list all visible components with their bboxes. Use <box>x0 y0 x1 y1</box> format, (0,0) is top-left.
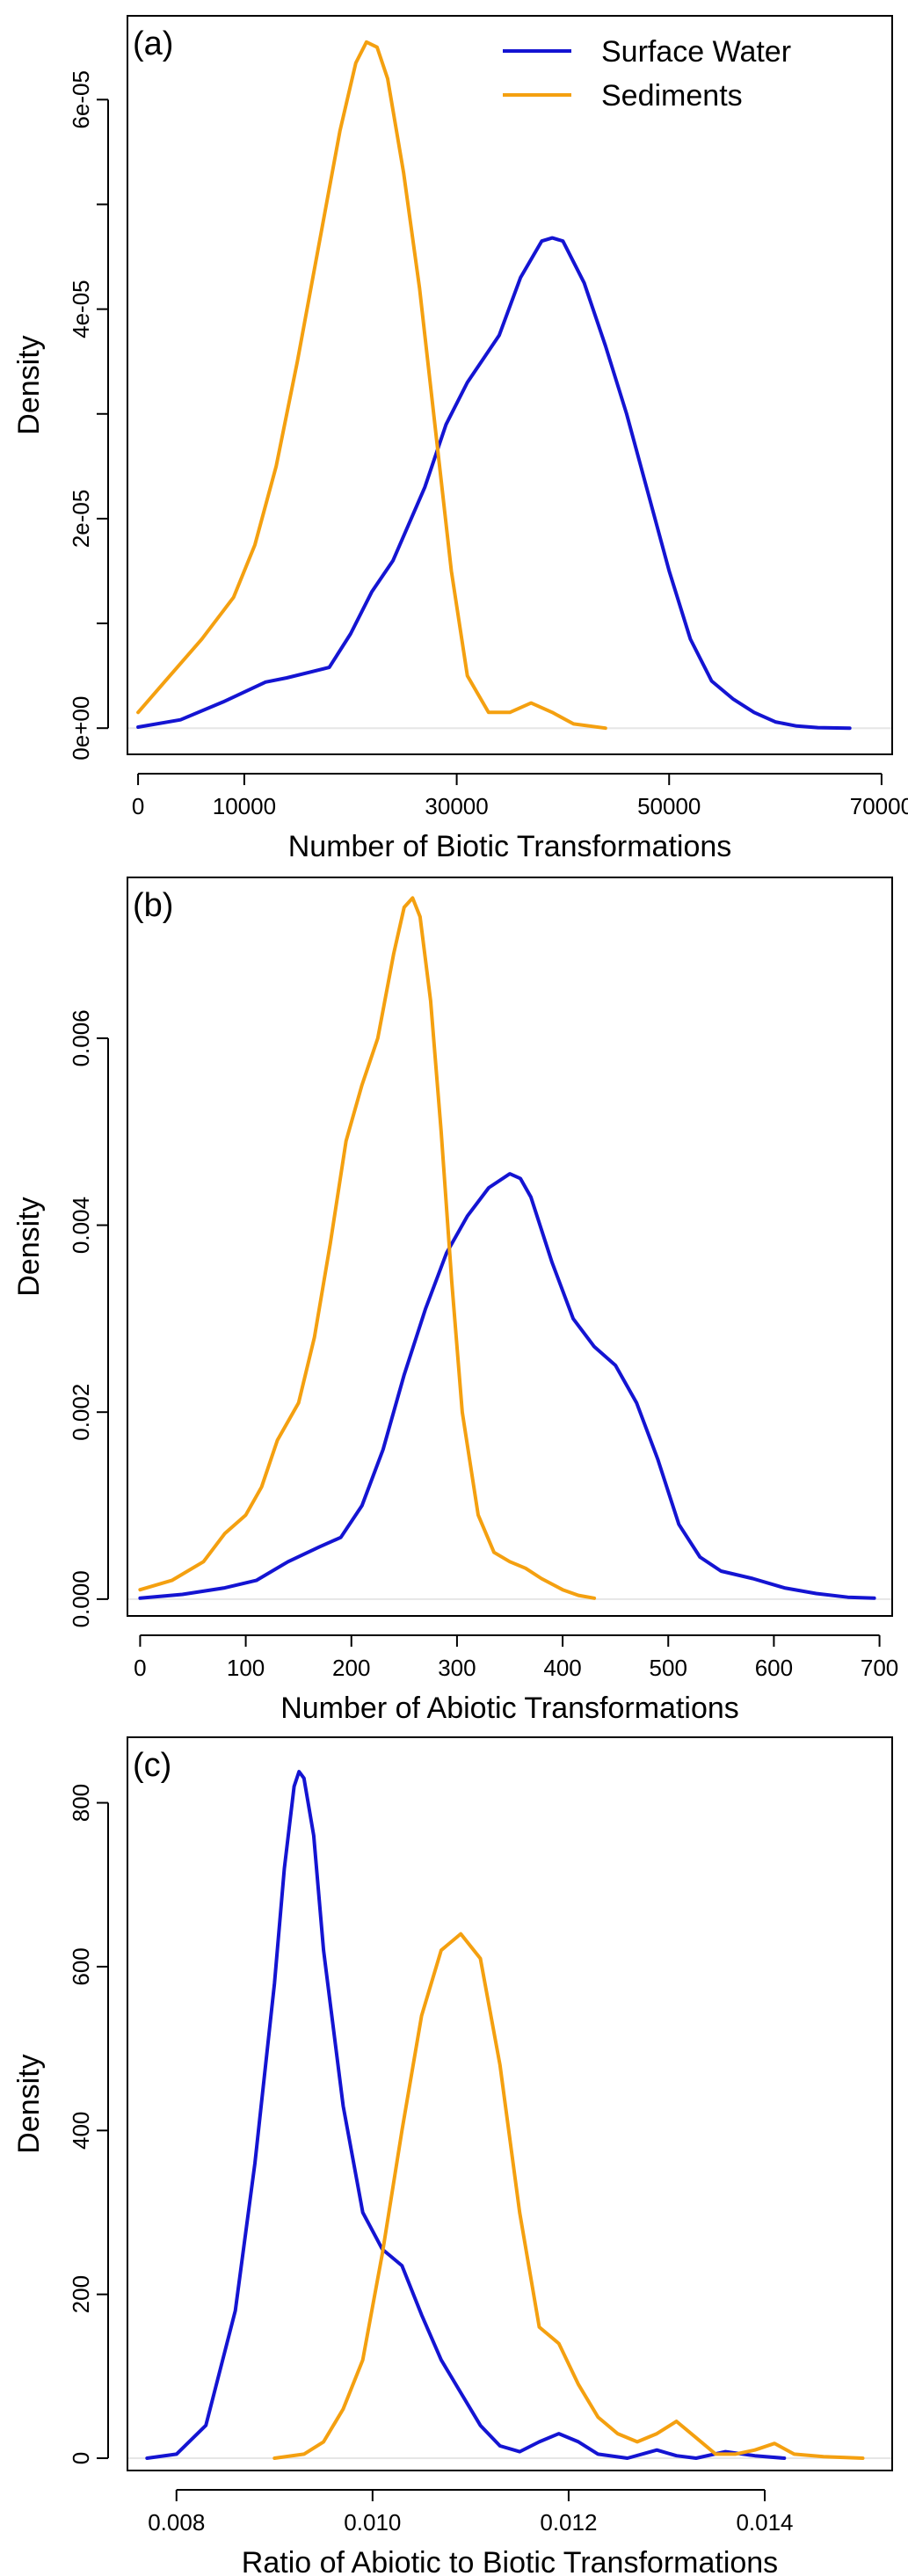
chart-panel-a: 0 10000 30000 50000 70000 0e+00 2e-05 4e-05 6e-0… <box>12 15 908 863</box>
x-tick-label: 30000 <box>425 793 488 819</box>
plot-frame <box>127 877 893 1617</box>
x-tick-label: 0 <box>132 793 144 819</box>
x-axis-title: Number of Abiotic Transformations <box>280 1692 739 1725</box>
x-tick-label: 700 <box>861 1655 898 1681</box>
x-tick-label: 50000 <box>637 793 701 819</box>
y-tick-label: 6e-05 <box>68 70 94 129</box>
x-tick-label: 10000 <box>213 793 276 819</box>
series-line-sediments <box>138 896 597 1600</box>
x-tick-label: 0 <box>134 1655 146 1681</box>
series-line-surface-water <box>145 1770 787 2460</box>
y-tick-label: 2e-05 <box>68 490 94 549</box>
x-axis-title: Ratio of Abiotic to Biotic Transformatio… <box>242 2546 778 2576</box>
x-tick-label: 200 <box>332 1655 370 1681</box>
chart-panel-b: 0 100 200 300 400 500 600 700 0.000 0.002 0.004 0.0… <box>12 877 898 1725</box>
x-tick-label: 400 <box>543 1655 581 1681</box>
y-tick-label: 0.006 <box>68 1009 94 1066</box>
y-tick-label: 800 <box>68 1784 94 1822</box>
series-line-sediments <box>136 40 607 731</box>
x-tick-label: 0.014 <box>736 2509 793 2536</box>
series-line-surface-water <box>138 1172 876 1600</box>
panel-label: (c) <box>133 1747 171 1784</box>
y-tick-label: 0.004 <box>68 1197 94 1254</box>
y-axis-title: Density <box>12 2054 46 2153</box>
legend-label: Surface Water <box>601 35 791 69</box>
panel-label: (a) <box>133 25 173 62</box>
series-line-surface-water <box>136 236 852 731</box>
x-axis-title: Number of Biotic Transformations <box>288 830 732 863</box>
x-tick-label: 500 <box>650 1655 687 1681</box>
y-tick-label: 200 <box>68 2275 94 2313</box>
plot-frame <box>127 1736 893 2471</box>
x-tick-label: 0.008 <box>148 2509 205 2536</box>
y-tick-label: 4e-05 <box>68 280 94 338</box>
plot-frame <box>127 15 893 755</box>
x-tick-label: 100 <box>227 1655 265 1681</box>
x-tick-label: 0.010 <box>344 2509 401 2536</box>
y-axis-title: Density <box>12 335 46 434</box>
chart-panel-c: 0.008 0.010 0.012 0.014 0 200 400 600 800 Ratio o… <box>12 1736 893 2576</box>
y-tick-label: 0 <box>68 2452 94 2464</box>
x-tick-label: 70000 <box>850 793 908 819</box>
y-tick-label: 0.000 <box>68 1570 94 1627</box>
y-axis-title: Density <box>12 1197 46 1296</box>
legend-label: Sediments <box>601 79 743 113</box>
y-tick-label: 0.002 <box>68 1384 94 1441</box>
x-tick-label: 300 <box>438 1655 476 1681</box>
x-tick-label: 0.012 <box>540 2509 597 2536</box>
panel-label: (b) <box>133 887 173 924</box>
y-tick-label: 400 <box>68 2112 94 2150</box>
y-tick-label: 0e+00 <box>68 696 94 760</box>
y-tick-label: 600 <box>68 1947 94 1985</box>
x-tick-label: 600 <box>755 1655 793 1681</box>
series-line-sediments <box>272 1932 865 2460</box>
